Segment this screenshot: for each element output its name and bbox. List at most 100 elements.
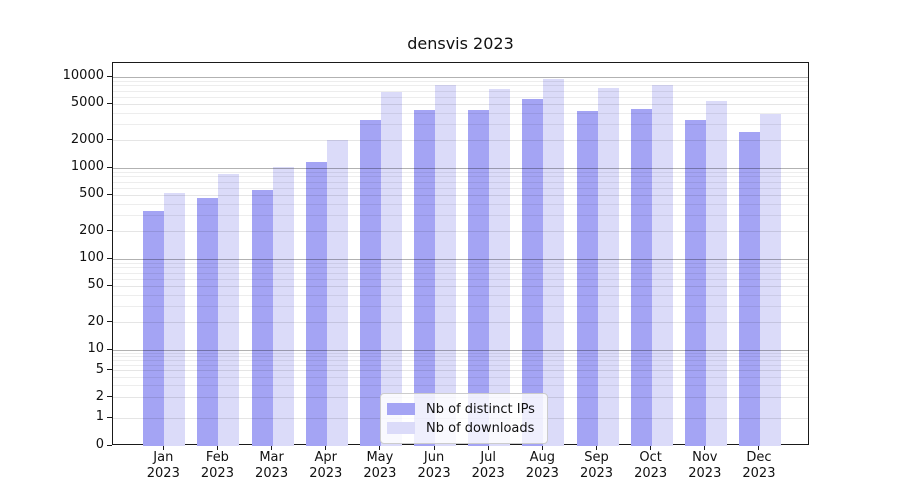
x-tick-label-oct: Oct 2023 bbox=[634, 450, 668, 481]
plot-area: Nb of distinct IPs Nb of downloads bbox=[112, 62, 809, 446]
x-tick-label-may: May 2023 bbox=[363, 450, 397, 481]
y-tick-mark bbox=[107, 102, 112, 104]
x-tick-mark bbox=[487, 445, 489, 450]
x-tick-mark bbox=[596, 445, 597, 450]
gridline bbox=[113, 85, 808, 87]
x-tick-mark bbox=[541, 445, 543, 450]
bar-downloads-aug bbox=[543, 79, 565, 446]
gridline bbox=[113, 171, 808, 173]
gridline bbox=[113, 140, 808, 142]
x-tick-mark bbox=[758, 445, 760, 450]
x-tick-label-aug: Aug 2023 bbox=[525, 450, 559, 481]
x-tick-mark bbox=[216, 445, 218, 450]
bar-distinct-ips-dec bbox=[738, 131, 760, 446]
gridline bbox=[113, 112, 808, 114]
y-tick-mark bbox=[107, 284, 112, 286]
y-tick-mark bbox=[107, 166, 112, 168]
y-tick-label: 5 bbox=[95, 361, 104, 377]
y-tick-mark bbox=[107, 193, 112, 195]
gridline bbox=[113, 203, 808, 205]
bar-downloads-may bbox=[380, 92, 402, 446]
gridline bbox=[113, 80, 808, 82]
y-tick-label: 100 bbox=[79, 250, 104, 265]
gridline bbox=[113, 215, 808, 217]
gridline bbox=[113, 376, 808, 378]
gridline bbox=[113, 262, 808, 264]
gridline bbox=[113, 360, 808, 362]
y-tick-mark bbox=[107, 257, 112, 259]
gridline bbox=[113, 181, 808, 183]
bar-distinct-ips-feb bbox=[197, 197, 219, 446]
bar-downloads-feb bbox=[218, 173, 240, 446]
x-tick-mark bbox=[379, 445, 381, 450]
gridline bbox=[113, 124, 808, 126]
gridline bbox=[113, 356, 808, 358]
y-tick-label: 200 bbox=[79, 222, 104, 238]
y-tick-label: 1 bbox=[95, 409, 104, 425]
chart-title: densvis 2023 bbox=[407, 34, 514, 53]
bar-distinct-ips-may bbox=[359, 119, 381, 446]
gridline bbox=[113, 349, 808, 351]
gridline bbox=[113, 285, 808, 287]
y-tick-label: 500 bbox=[79, 186, 104, 202]
bar-distinct-ips-jul bbox=[468, 110, 490, 446]
legend-label-distinct-ips: Nb of distinct IPs bbox=[426, 401, 535, 417]
gridline bbox=[113, 352, 808, 354]
y-tick-label: 2 bbox=[95, 388, 104, 404]
gridline bbox=[113, 231, 808, 233]
legend: Nb of distinct IPs Nb of downloads bbox=[380, 393, 548, 444]
gridline bbox=[113, 322, 808, 324]
gridline bbox=[113, 176, 808, 178]
y-tick-mark bbox=[107, 369, 112, 371]
y-tick-label: 1000 bbox=[70, 159, 104, 174]
bar-distinct-ips-mar bbox=[251, 189, 273, 446]
gridline bbox=[113, 90, 808, 92]
gridline bbox=[113, 267, 808, 269]
y-tick-mark bbox=[107, 348, 112, 350]
gridline bbox=[113, 76, 808, 78]
bar-distinct-ips-jan bbox=[143, 210, 165, 446]
x-tick-label-apr: Apr 2023 bbox=[309, 450, 343, 481]
x-tick-label-sep: Sep 2023 bbox=[579, 450, 614, 481]
bar-downloads-nov bbox=[705, 100, 727, 446]
bar-distinct-ips-sep bbox=[576, 111, 598, 446]
y-tick-mark bbox=[107, 321, 112, 323]
x-tick-label-dec: Dec 2023 bbox=[742, 450, 776, 481]
bar-downloads-oct bbox=[651, 84, 673, 446]
legend-label-downloads: Nb of downloads bbox=[426, 420, 535, 436]
gridline bbox=[113, 294, 808, 296]
x-tick-mark bbox=[704, 445, 706, 450]
bar-downloads-jul bbox=[489, 88, 511, 446]
legend-row-downloads: Nb of downloads bbox=[387, 419, 535, 437]
gridline bbox=[113, 167, 808, 169]
gridline bbox=[113, 187, 808, 189]
x-tick-mark bbox=[271, 445, 273, 450]
y-tick-label: 0 bbox=[95, 437, 104, 452]
legend-row-distinct-ips: Nb of distinct IPs bbox=[387, 400, 535, 418]
gridline bbox=[113, 194, 808, 196]
legend-swatch-distinct-ips-icon bbox=[387, 403, 415, 415]
bar-downloads-mar bbox=[272, 167, 294, 446]
y-tick-label: 50 bbox=[87, 277, 104, 293]
x-tick-label-jul: Jul 2023 bbox=[471, 450, 505, 481]
bar-distinct-ips-aug bbox=[522, 99, 544, 446]
y-tick-mark bbox=[107, 230, 112, 232]
y-tick-mark bbox=[107, 444, 112, 446]
x-tick-label-mar: Mar 2023 bbox=[255, 450, 289, 481]
gridline bbox=[113, 385, 808, 387]
x-tick-label-nov: Nov 2023 bbox=[688, 450, 722, 481]
x-tick-label-jan: Jan 2023 bbox=[146, 450, 180, 481]
y-tick-label: 5000 bbox=[70, 95, 104, 111]
bar-downloads-apr bbox=[326, 140, 348, 446]
x-tick-label-jun: Jun 2023 bbox=[417, 450, 451, 481]
gridline bbox=[113, 306, 808, 308]
y-tick-mark bbox=[107, 139, 112, 141]
gridline bbox=[113, 364, 808, 366]
gridline bbox=[113, 278, 808, 280]
x-tick-label-feb: Feb 2023 bbox=[200, 450, 234, 481]
x-tick-mark bbox=[433, 445, 435, 450]
y-tick-mark bbox=[107, 75, 112, 77]
bar-downloads-sep bbox=[597, 87, 619, 446]
x-tick-mark bbox=[325, 445, 327, 450]
gridline bbox=[113, 370, 808, 372]
